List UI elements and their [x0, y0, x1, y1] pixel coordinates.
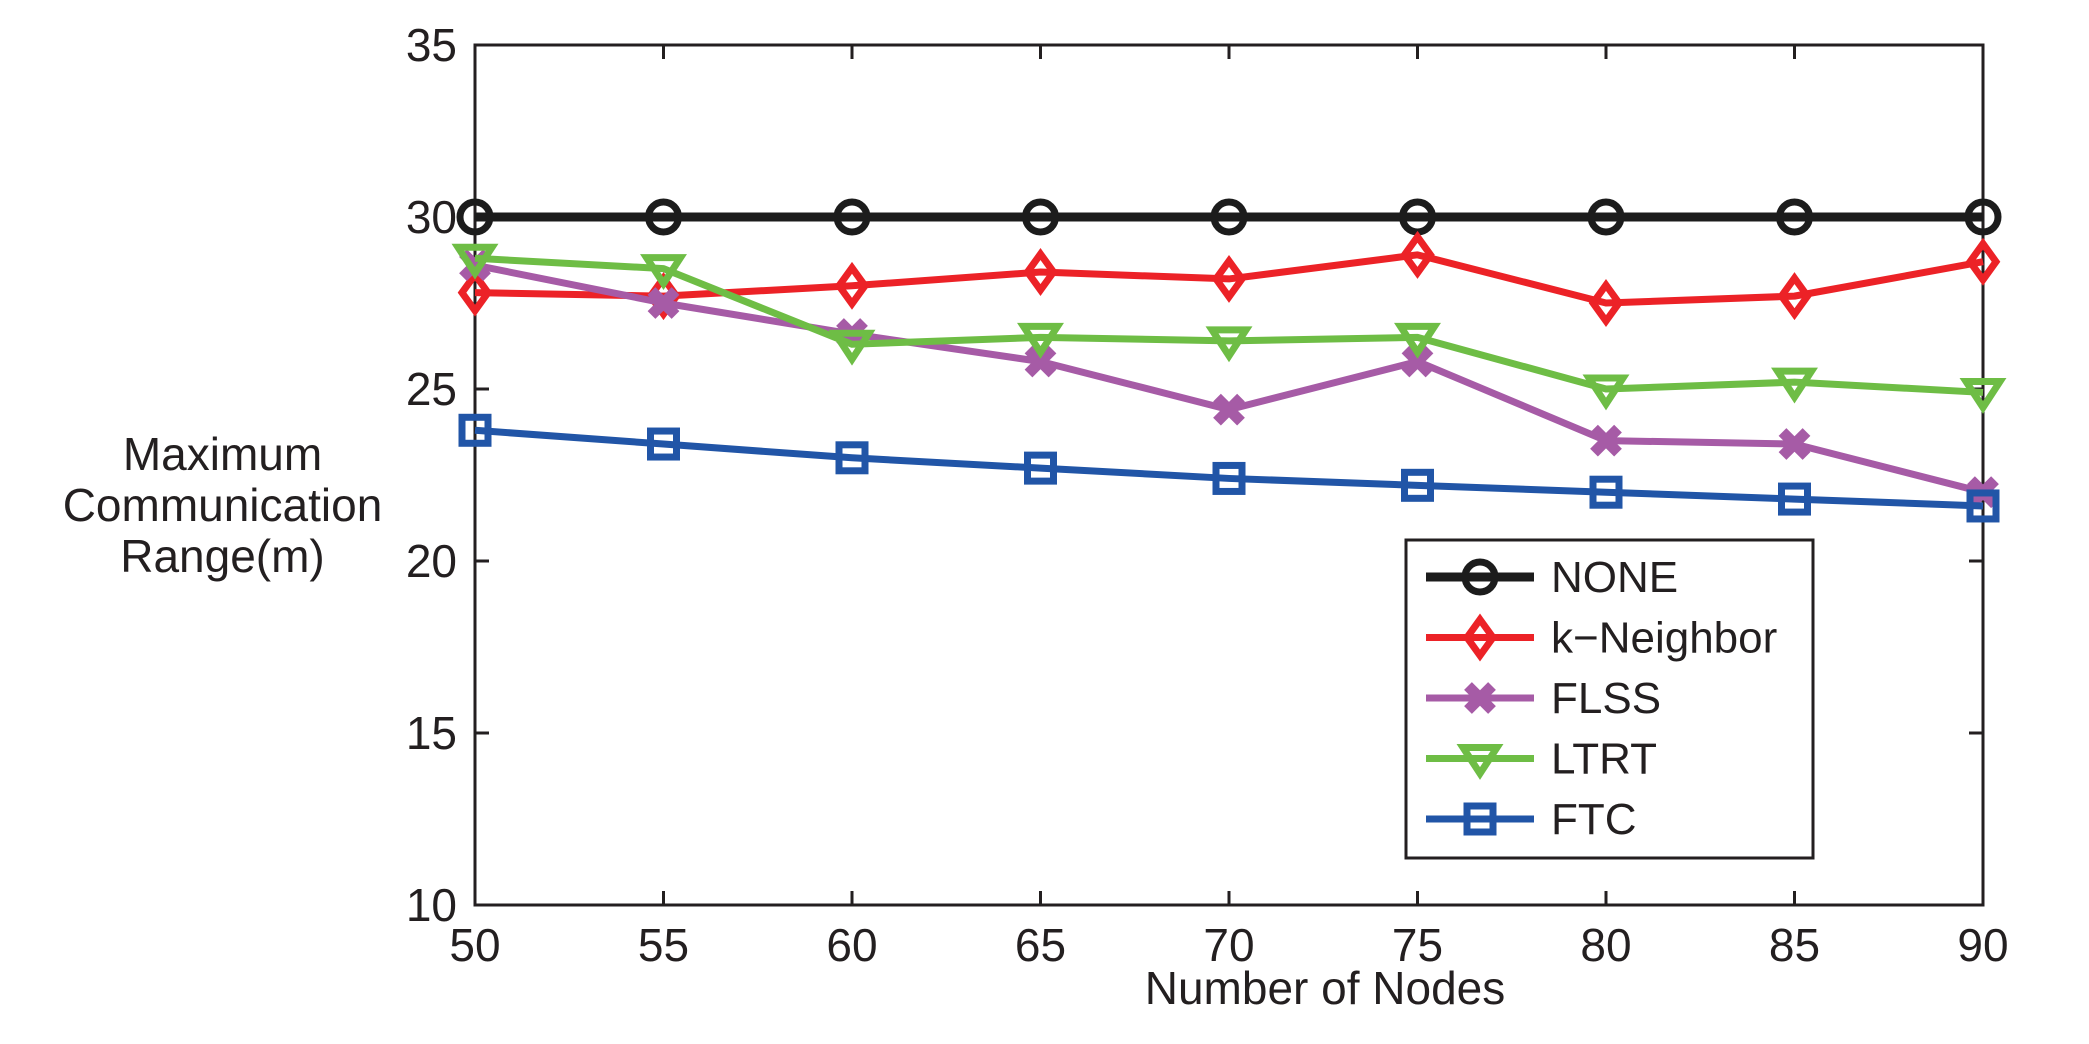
series-0-marker-50 [456, 198, 494, 236]
y-axis-title: Maximum Communication Range(m) [20, 429, 425, 582]
series-3-marker-50 [451, 243, 499, 280]
series-line-3 [474, 254, 1984, 396]
x-tick-label: 65 [1015, 919, 1066, 971]
series-1-marker-75 [1400, 230, 1435, 279]
series-0-marker-85 [1776, 198, 1813, 236]
legend-label-4: FTC [1551, 795, 1637, 844]
series-0-marker-55 [645, 198, 682, 236]
y-axis-title-line-3: Range(m) [120, 530, 325, 582]
series-1-marker-60 [834, 261, 870, 310]
series-3-marker-85 [1771, 367, 1818, 404]
series-4-marker-90 [1966, 489, 2000, 523]
series-0-marker-60 [833, 198, 871, 236]
legend-marker-4 [1463, 802, 1497, 836]
series-0-marker-65 [1022, 198, 1059, 236]
series-2-marker-65 [1024, 345, 1057, 378]
series-0-marker-90 [1964, 198, 2002, 236]
y-tick-label: 35 [406, 19, 457, 71]
x-tick-label: 90 [1957, 919, 2008, 971]
series-2-marker-55 [647, 287, 680, 319]
series-1-marker-85 [1777, 272, 1812, 321]
y-tick-label: 10 [406, 879, 457, 931]
x-tick-label: 60 [826, 919, 877, 971]
legend-label-0: NONE [1551, 553, 1678, 602]
series-4-marker-55 [647, 427, 680, 461]
legend-label-3: LTRT [1551, 735, 1657, 784]
series-3-marker-75 [1394, 322, 1441, 359]
x-tick-label: 80 [1580, 919, 1631, 971]
series-3-marker-90 [1959, 377, 2007, 414]
x-tick-label: 70 [1203, 919, 1254, 971]
series-3-marker-80 [1582, 374, 1630, 411]
series-0-marker-70 [1210, 198, 1248, 236]
series-0-marker-80 [1587, 198, 1625, 236]
series-4-marker-85 [1778, 482, 1811, 516]
series-1-marker-80 [1588, 279, 1624, 327]
x-axis-title: Number of Nodes [1144, 962, 1506, 1014]
series-2-marker-85 [1778, 428, 1811, 460]
series-2-marker-75 [1401, 345, 1434, 378]
series-1-marker-65 [1023, 248, 1058, 297]
y-tick-label: 30 [406, 191, 457, 243]
legend-label-1: k−Neighbor [1551, 614, 1777, 663]
series-3-marker-60 [828, 329, 876, 366]
y-axis-title-line-2: Communication [62, 479, 383, 531]
series-2-marker-80 [1590, 424, 1622, 457]
series-3-marker-55 [640, 254, 687, 290]
x-tick-label: 85 [1769, 919, 1820, 971]
series-1-marker-50 [457, 268, 493, 317]
series-1-marker-70 [1211, 254, 1247, 303]
series-1-marker-90 [1965, 237, 2001, 286]
legend-label-2: FLSS [1551, 674, 1661, 723]
series-4-marker-70 [1212, 461, 1246, 495]
legend-marker-1 [1462, 613, 1498, 662]
series-3-marker-65 [1017, 322, 1064, 359]
series-4-marker-80 [1589, 475, 1623, 509]
y-axis-title-line-1: Maximum [122, 428, 323, 480]
legend-marker-2 [1464, 682, 1496, 714]
x-tick-label: 75 [1392, 919, 1443, 971]
y-tick-label: 25 [406, 363, 457, 415]
series-4-marker-60 [835, 441, 869, 475]
y-tick-label: 15 [406, 707, 457, 759]
y-tick-label: 20 [406, 535, 457, 587]
legend-marker-0 [1461, 558, 1499, 596]
series-line-4 [474, 426, 1984, 510]
series-2-marker-70 [1213, 393, 1245, 426]
x-tick-label: 50 [449, 919, 500, 971]
series-4-marker-75 [1401, 468, 1434, 502]
series-4-marker-65 [1024, 451, 1057, 485]
x-tick-label: 55 [638, 919, 689, 971]
series-4-marker-50 [458, 413, 492, 447]
legend-marker-3 [1456, 744, 1504, 780]
series-3-marker-70 [1205, 326, 1253, 363]
